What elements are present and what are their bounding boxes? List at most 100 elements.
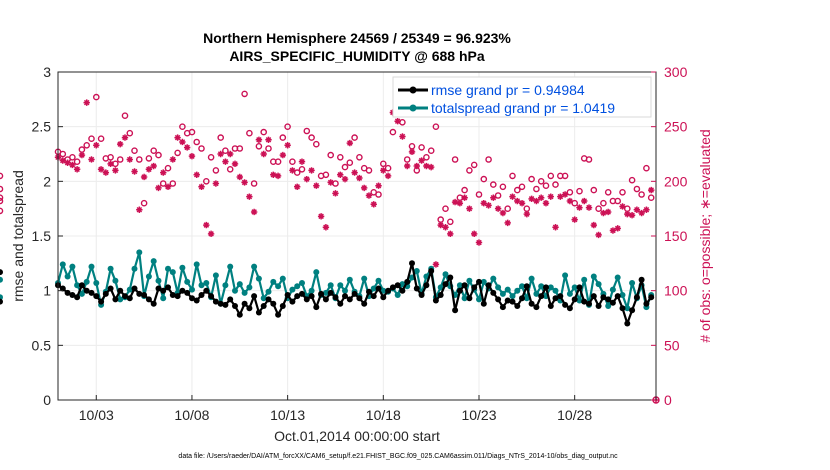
rmse-point (533, 304, 540, 311)
evaluated-obs-point (140, 173, 148, 181)
evaluated-obs-point (97, 166, 105, 173)
evaluated-obs-point (107, 160, 114, 168)
rmse-point (0, 298, 3, 305)
totalspread-point (514, 287, 521, 294)
totalspread-point (442, 271, 449, 278)
possible-obs-point (619, 188, 626, 196)
possible-obs-point (489, 181, 497, 188)
possible-obs-series (0, 90, 660, 404)
possible-obs-point (379, 160, 387, 168)
evaluated-obs-point (136, 206, 143, 213)
evaluated-obs-point (547, 193, 554, 200)
rmse-point (581, 298, 588, 305)
possible-obs-point (346, 159, 354, 166)
rmse-point (499, 304, 506, 311)
evaluated-obs-point (523, 210, 531, 218)
rmse-point (117, 287, 124, 294)
totalspread-point (495, 284, 502, 291)
possible-obs-point (73, 158, 81, 165)
possible-obs-point (121, 112, 129, 119)
rmse-point (155, 285, 162, 292)
rmse-point (78, 282, 85, 289)
evaluated-obs-point (73, 166, 81, 173)
evaluated-obs-point (250, 208, 258, 216)
totalspread-point (523, 295, 530, 302)
rmse-point (141, 292, 148, 298)
evaluated-obs-point (150, 162, 157, 170)
rmse-point (222, 301, 229, 308)
evaluated-obs-point (437, 221, 444, 229)
totalspread-point (533, 290, 540, 297)
possible-obs-point (169, 180, 177, 187)
totalspread-point (370, 285, 377, 292)
possible-obs-point (418, 144, 425, 151)
possible-obs-point (164, 164, 172, 172)
evaluated-obs-point (585, 204, 593, 211)
evaluated-obs-point (447, 230, 454, 238)
rmse-point (562, 301, 569, 308)
rmse-point (428, 268, 435, 274)
rmse-point (619, 305, 626, 312)
rmse-point (126, 295, 133, 302)
rmse-point (586, 300, 592, 307)
rmse-point (64, 289, 71, 296)
possible-obs-point (250, 180, 258, 187)
evaluated-obs-point (380, 167, 387, 174)
totalspread-point (605, 303, 612, 309)
totalspread-point (308, 287, 315, 294)
possible-obs-point (131, 147, 138, 154)
totalspread-point (461, 295, 468, 302)
evaluated-obs-point (590, 221, 598, 229)
evaluated-obs-point (294, 183, 301, 190)
possible-obs-point (303, 127, 311, 135)
totalspread-point (165, 265, 171, 272)
evaluated-obs-point (566, 197, 574, 205)
totalspread-point (136, 249, 143, 256)
rmse-point (327, 289, 334, 296)
rmse-point (447, 274, 454, 281)
possible-obs-point (509, 172, 516, 180)
y-tick-label: 0 (43, 392, 51, 408)
possible-obs-point (179, 123, 186, 130)
evaluated-obs-point (121, 134, 129, 141)
totalspread-point (624, 305, 631, 312)
possible-obs-point (312, 140, 320, 148)
legend-rmse-label: rmse grand pr = 0.94984 (431, 82, 585, 98)
rmse-point (165, 284, 171, 291)
possible-obs-point (647, 194, 655, 201)
evaluated-obs-point (112, 167, 119, 174)
data-file-footer: data file: /Users/raeder/DAI/ATM_forcXX/… (178, 453, 618, 460)
rmse-point (102, 290, 109, 297)
totalspread-point (289, 286, 296, 293)
rmse-point (380, 294, 387, 301)
rmse-point (476, 278, 482, 285)
possible-obs-point (322, 171, 330, 179)
evaluated-obs-point (198, 183, 205, 190)
possible-obs-point (0, 197, 4, 205)
evaluated-obs-point (504, 219, 511, 227)
rmse-point (303, 296, 310, 303)
totalspread-point (78, 290, 85, 297)
totalspread-point (629, 280, 636, 286)
evaluated-obs-point (298, 158, 306, 165)
totalspread-point (246, 284, 253, 291)
evaluated-obs-point (332, 190, 339, 197)
possible-obs-point (69, 153, 76, 161)
rmse-point (480, 300, 487, 307)
possible-obs-point (140, 199, 148, 207)
evaluated-obs-point (289, 167, 296, 174)
chart-subtitle: AIRS_SPECIFIC_HUMIDITY @ 688 hPa (229, 48, 485, 64)
rmse-point (83, 287, 90, 294)
possible-obs-point (265, 145, 272, 152)
y-tick-label: 1.5 (32, 228, 52, 244)
legend: rmse grand pr = 0.94984 totalspread gran… (392, 76, 652, 118)
possible-obs-point (403, 156, 411, 163)
totalspread-point (361, 275, 368, 282)
evaluated-obs-point (126, 156, 133, 163)
evaluated-obs-point (356, 174, 363, 182)
rmse-point (160, 287, 167, 294)
rmse-point (212, 298, 219, 305)
possible-obs-point (470, 161, 478, 169)
rmse-point (648, 294, 655, 301)
possible-obs-point (537, 177, 545, 185)
